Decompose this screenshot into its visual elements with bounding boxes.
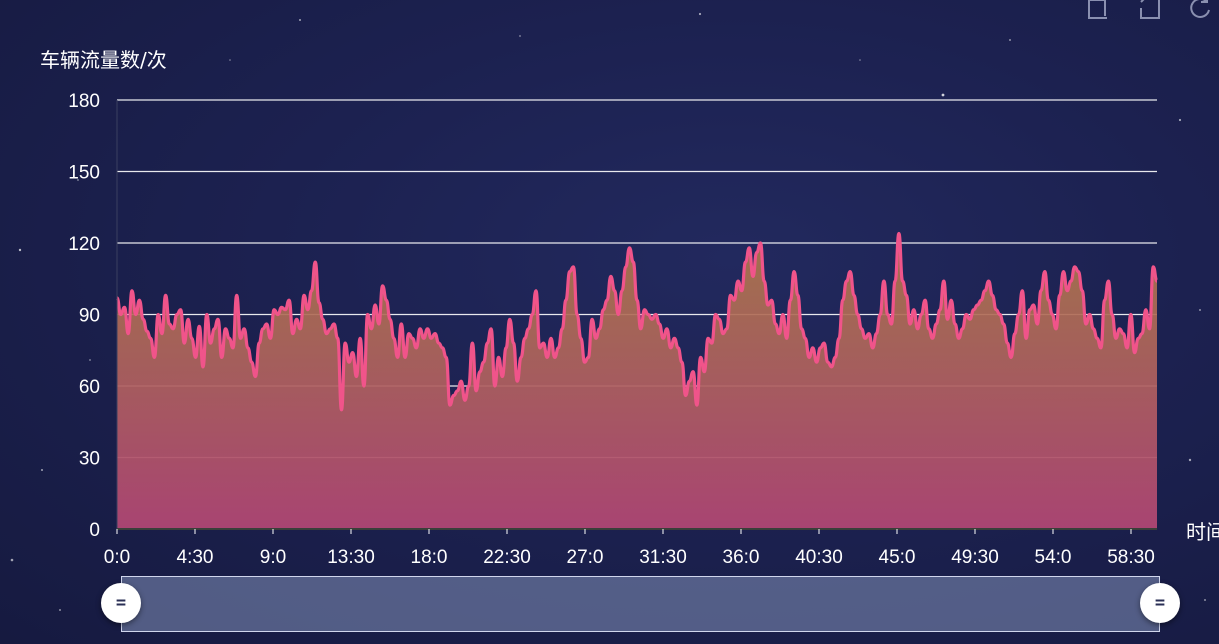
x-tick-label: 45:0 <box>879 547 916 568</box>
x-tick-label: 40:30 <box>795 547 843 568</box>
x-tick-label: 9:0 <box>260 547 286 568</box>
series-area <box>117 233 1157 529</box>
y-tick-label: 0 <box>89 520 100 541</box>
x-tick-label: 58:30 <box>1107 547 1155 568</box>
data-zoom-slider[interactable] <box>121 576 1160 632</box>
drag-grip-icon: = <box>115 592 127 613</box>
traffic-area-chart: 0 30 60 90 120 150 180 0:0 4:30 9:0 13:30 18:0 22:30… <box>68 91 1159 568</box>
y-tick-label: 60 <box>79 377 100 398</box>
y-tick-label: 150 <box>68 163 100 184</box>
x-tick-label: 49:30 <box>951 547 999 568</box>
y-tick-label: 180 <box>68 91 100 112</box>
x-tick-label: 13:30 <box>327 547 375 568</box>
y-tick-label: 90 <box>79 306 100 327</box>
drag-grip-icon: = <box>1154 592 1166 613</box>
y-axis-title: 车辆流量数/次 <box>40 48 167 72</box>
zoom-icon[interactable] <box>1085 0 1109 20</box>
x-tick-label: 36:0 <box>723 547 760 568</box>
y-tick-label: 30 <box>79 449 100 470</box>
series-line <box>115 231 1159 412</box>
x-axis-title: 时间 <box>1186 520 1219 544</box>
x-tick-label: 31:30 <box>639 547 687 568</box>
data-zoom-end-handle[interactable]: = <box>1140 583 1180 623</box>
x-tick-label: 4:30 <box>177 547 214 568</box>
zoom-reset-icon[interactable] <box>1137 0 1161 20</box>
x-tick-label: 0:0 <box>104 547 130 568</box>
x-tick-label: 22:30 <box>483 547 531 568</box>
restore-icon[interactable] <box>1187 0 1211 20</box>
x-tick-label: 27:0 <box>567 547 604 568</box>
y-tick-label: 120 <box>68 234 100 255</box>
x-tick-label: 18:0 <box>411 547 448 568</box>
chart-toolbox <box>1085 0 1219 26</box>
data-zoom-start-handle[interactable]: = <box>101 583 141 623</box>
x-tick-label: 54:0 <box>1035 547 1072 568</box>
